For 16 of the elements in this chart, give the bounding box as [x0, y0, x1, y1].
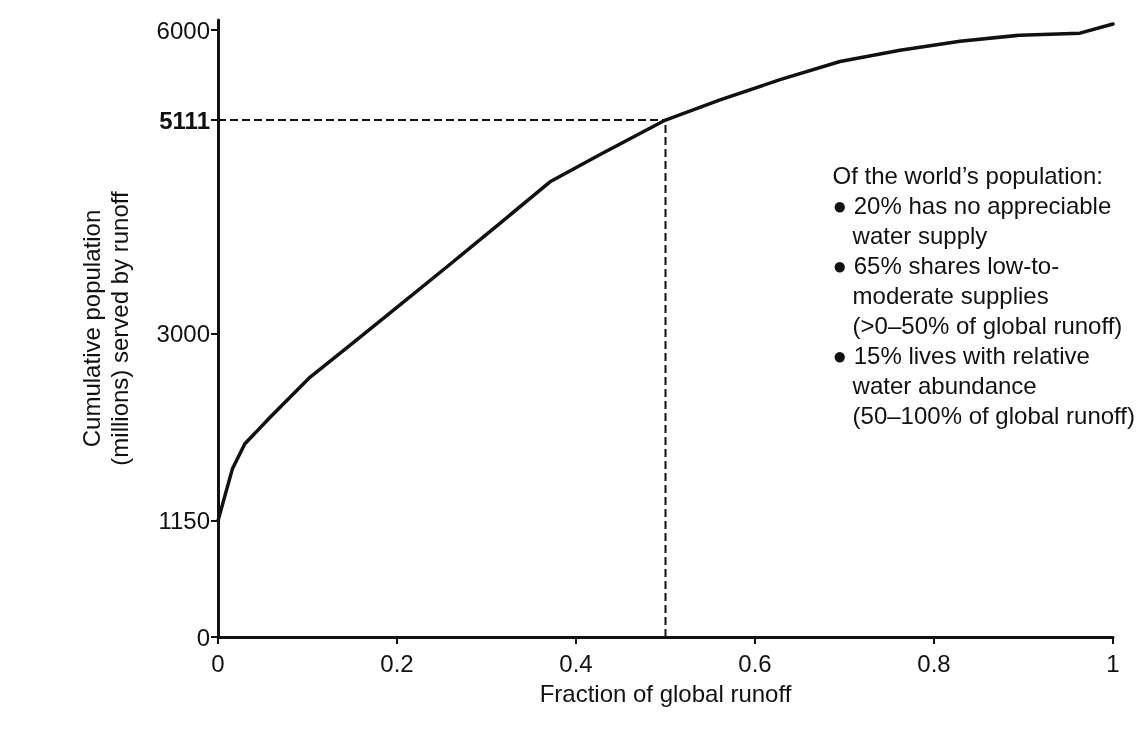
annotation: ● 65% shares low-to- moderate supplies (>0–50% of global runoff)	[832, 251, 1123, 339]
annotation: ● 15% lives with relative water abundance (50–100% of global runoff)	[832, 341, 1136, 429]
y-tick-label: 6000	[156, 16, 210, 44]
y-axis-title: Cumulative population (millions) served by runoff	[77, 191, 133, 466]
y-tick-label: 5111	[159, 106, 210, 134]
x-tick-label: 0.2	[380, 649, 414, 677]
x-tick-label: 0.8	[917, 649, 951, 677]
x-tick-label: 1	[1106, 649, 1120, 677]
x-tick-label: 0.4	[559, 649, 593, 677]
x-axis-title: Fraction of global runoff	[539, 679, 792, 707]
annotation: Of the world’s population:	[832, 161, 1103, 189]
y-tick-label: 0	[196, 623, 210, 651]
x-tick-label: 0.6	[738, 649, 772, 677]
annotation: ● 20% has no appreciable water supply	[832, 191, 1112, 249]
y-tick-label: 3000	[156, 320, 210, 348]
y-tick-label: 1150	[158, 507, 210, 535]
